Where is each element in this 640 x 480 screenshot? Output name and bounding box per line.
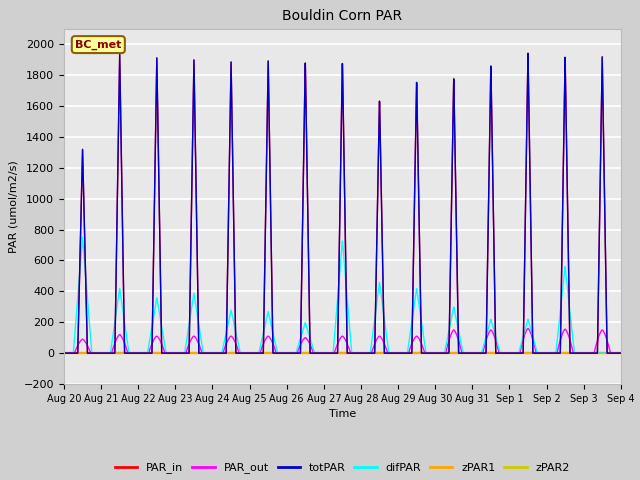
PAR_in — [467, 350, 475, 356]
Line: PAR_out: PAR_out — [64, 328, 621, 353]
totPAR — [616, 350, 624, 356]
zPAR2 — [160, 350, 168, 356]
difPAR — [617, 350, 625, 356]
PAR_in — [322, 350, 330, 356]
PAR_in — [617, 350, 625, 356]
PAR_in — [524, 50, 532, 56]
difPAR — [436, 350, 444, 356]
totPAR — [322, 350, 330, 356]
PAR_out — [160, 348, 168, 353]
Legend: PAR_in, PAR_out, totPAR, difPAR, zPAR1, zPAR2: PAR_in, PAR_out, totPAR, difPAR, zPAR1, … — [111, 458, 574, 478]
X-axis label: Time: Time — [329, 409, 356, 419]
zPAR1 — [616, 350, 624, 356]
PAR_out — [499, 350, 506, 356]
zPAR1 — [322, 350, 330, 356]
totPAR — [524, 50, 532, 56]
totPAR — [436, 350, 444, 356]
difPAR — [467, 350, 475, 356]
totPAR — [60, 350, 68, 356]
zPAR1 — [467, 350, 475, 356]
zPAR1 — [160, 350, 168, 356]
zPAR2 — [436, 350, 444, 356]
zPAR2 — [616, 350, 624, 356]
difPAR — [79, 234, 86, 240]
PAR_out — [322, 350, 330, 356]
zPAR1 — [436, 350, 444, 356]
PAR_out — [524, 325, 532, 331]
difPAR — [60, 350, 68, 356]
totPAR — [617, 350, 625, 356]
PAR_out — [60, 350, 68, 356]
zPAR2 — [60, 350, 68, 356]
zPAR1 — [617, 350, 625, 356]
difPAR — [499, 350, 507, 356]
PAR_out — [616, 350, 624, 356]
PAR_out — [436, 350, 444, 356]
Y-axis label: PAR (umol/m2/s): PAR (umol/m2/s) — [8, 160, 18, 253]
Line: PAR_in: PAR_in — [64, 53, 621, 353]
difPAR — [616, 350, 624, 356]
zPAR2 — [499, 350, 506, 356]
PAR_out — [617, 350, 625, 356]
totPAR — [467, 350, 475, 356]
PAR_in — [616, 350, 624, 356]
zPAR2 — [467, 350, 475, 356]
PAR_in — [60, 350, 68, 356]
zPAR1 — [499, 350, 506, 356]
difPAR — [322, 350, 330, 356]
Text: BC_met: BC_met — [75, 39, 122, 50]
Line: difPAR: difPAR — [64, 237, 621, 353]
zPAR2 — [617, 350, 625, 356]
PAR_in — [160, 350, 168, 356]
totPAR — [499, 350, 506, 356]
zPAR2 — [322, 350, 330, 356]
PAR_in — [436, 350, 444, 356]
PAR_in — [499, 350, 506, 356]
difPAR — [161, 339, 168, 345]
totPAR — [160, 350, 168, 356]
Line: totPAR: totPAR — [64, 53, 621, 353]
zPAR1 — [60, 350, 68, 356]
Title: Bouldin Corn PAR: Bouldin Corn PAR — [282, 10, 403, 24]
PAR_out — [467, 350, 475, 356]
